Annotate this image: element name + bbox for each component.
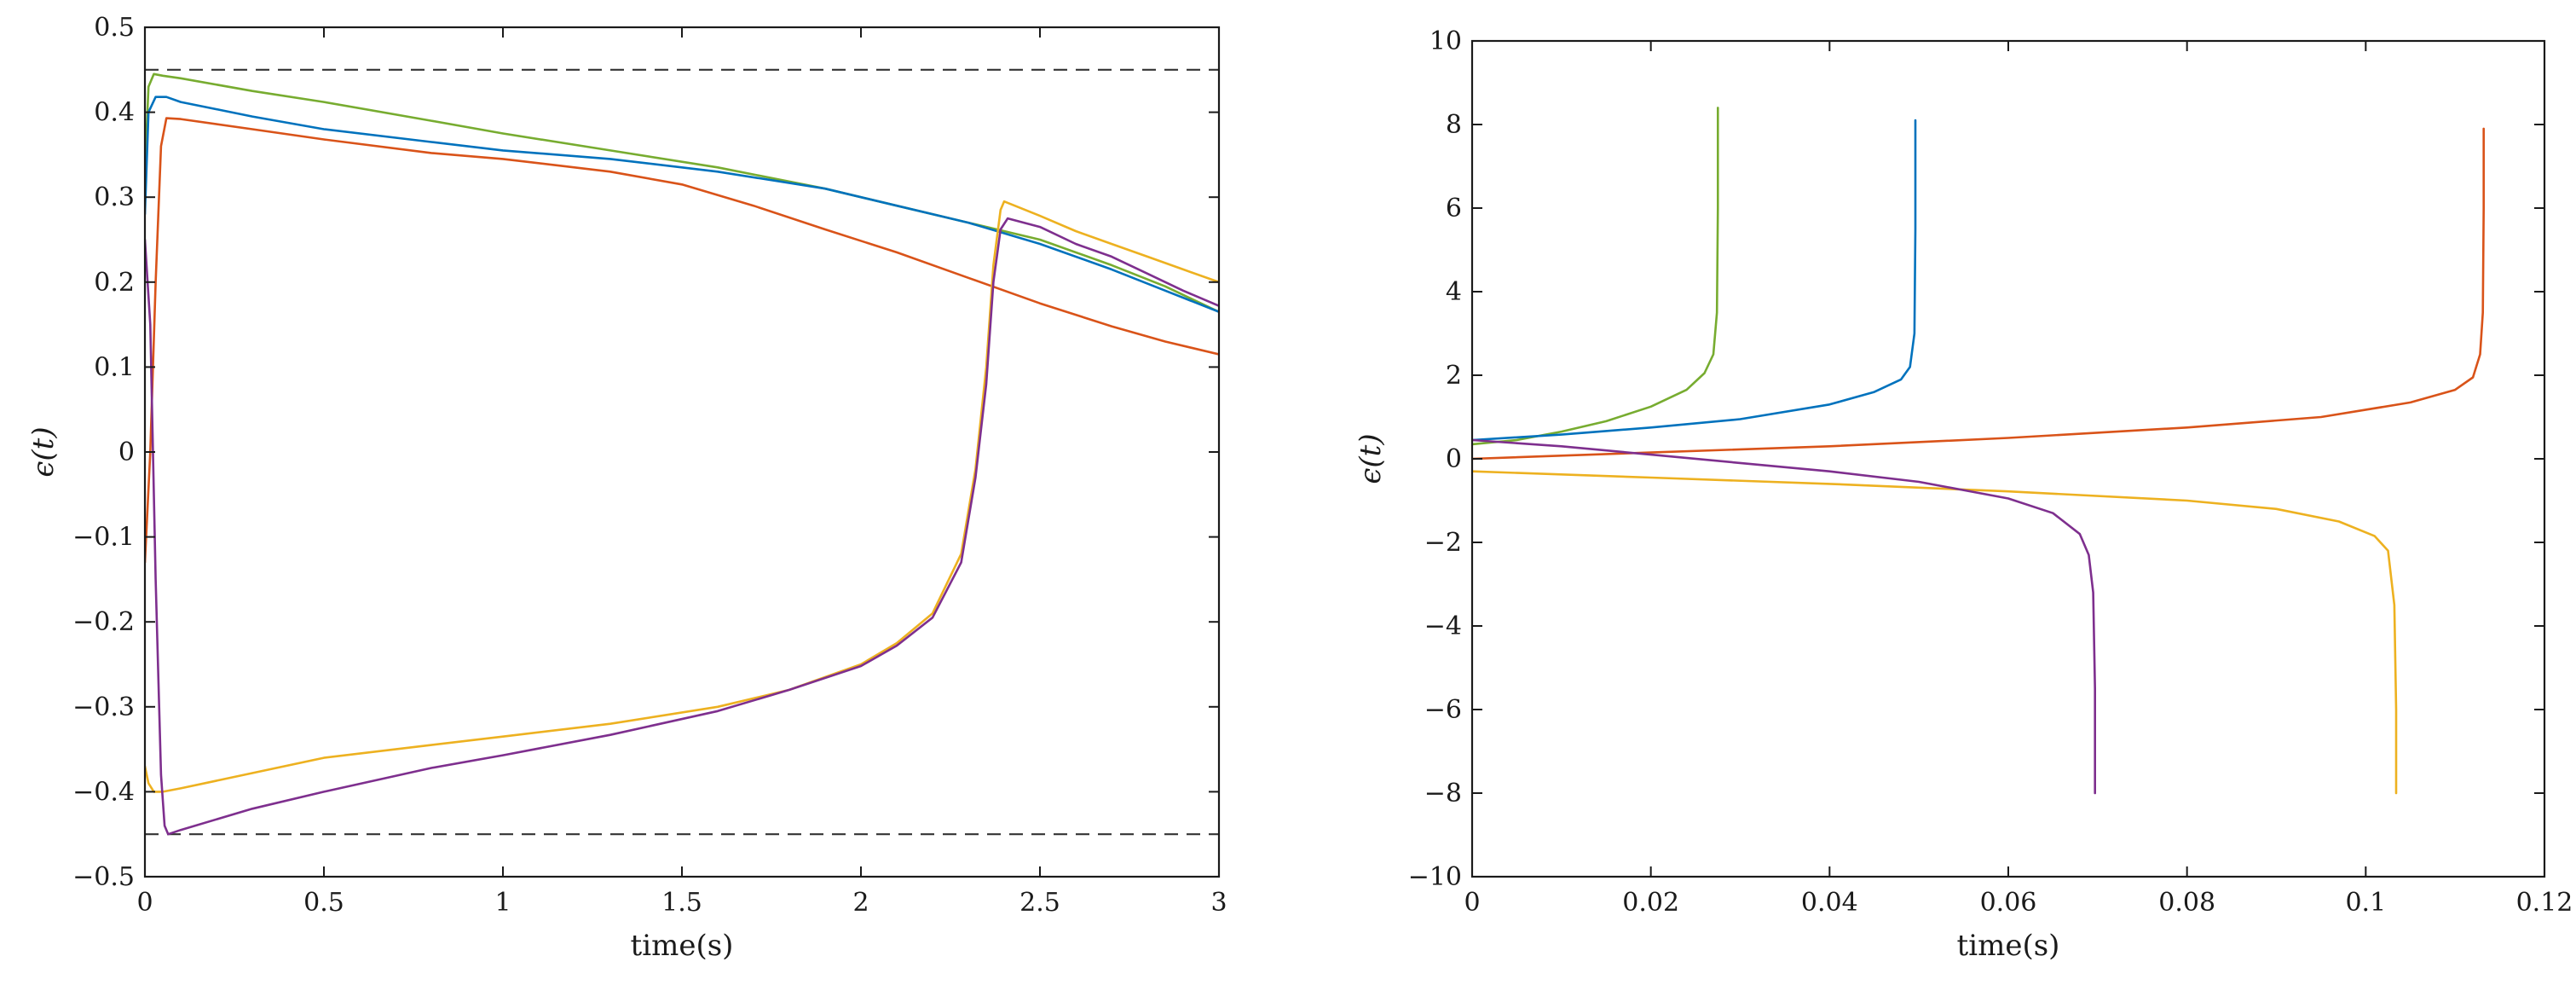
left-y-tick-label: 0.5 [94,13,135,43]
right-chart-panel: 0 0.02 0.04 0.06 0.08 0.1 0.12 −10 −8 −6 −4 −2 0 2 4 6 8… [1354,26,2573,963]
right-x-axis-label: time(s) [1957,929,2060,963]
left-x-tick-label: 0 [136,888,153,918]
right-x-tick-label: 0.02 [1622,888,1679,918]
right-y-tick-label: 10 [1430,26,1462,56]
right-y-tick-label: −8 [1424,779,1462,808]
left-y-axis-label: ϵ(t) [26,426,61,477]
left-x-tick-label: 1.5 [661,888,702,918]
right-y-tick-label: 6 [1446,194,1462,223]
right-series-line-2 [1472,119,1917,442]
left-x-tick-label: 2.5 [1019,888,1060,918]
left-y-tick-label: 0.2 [94,268,135,298]
left-y-tick-label: 0.4 [94,98,135,128]
left-plot-frame [143,26,1221,878]
right-series-group [1472,107,2485,795]
right-y-tick-label: 2 [1446,361,1462,391]
left-y-tick-label: −0.3 [72,692,135,722]
left-series-group [145,72,1219,836]
right-y-tick-label: −10 [1408,862,1462,892]
left-y-tick-label: −0.2 [72,607,135,637]
left-y-tick-label: −0.4 [72,777,135,807]
right-x-tick-label: 0.1 [2345,888,2386,918]
left-series-line-3 [145,117,1219,564]
left-y-tick-label: −0.5 [72,862,135,892]
right-y-tick-label: 8 [1446,110,1462,140]
left-x-tick-label: 1 [494,888,511,918]
left-y-tick-label: −0.1 [72,523,135,553]
left-x-tick-label: 2 [852,888,869,918]
left-x-axis-label: time(s) [631,929,734,963]
right-x-tick-label: 0 [1464,888,1480,918]
left-series-line-1 [145,72,1219,314]
left-series-line-2 [145,96,1219,314]
right-y-tick-label: −4 [1424,611,1462,641]
right-x-tick-label: 0.06 [1980,888,2037,918]
right-y-tick-label: −6 [1424,695,1462,725]
left-y-tick-label: 0.3 [94,183,135,212]
right-series-line-5 [1472,438,2096,795]
left-y-tick-label: 0.1 [94,352,135,382]
left-chart-panel: 0 0.5 1 1.5 2 2.5 3 −0.5 −0.4 −0.3 −0.2 −0.1 0 0.1 0.2… [26,13,1227,963]
right-plot-frame [1470,39,2546,878]
right-x-tick-label: 0.08 [2158,888,2215,918]
left-series-line-4 [145,200,1219,793]
left-x-tick-label: 0.5 [303,888,344,918]
right-series-line-3 [1472,127,2485,461]
right-y-axis-label: ϵ(t) [1354,433,1388,484]
left-series-line-5 [145,217,1219,836]
right-y-tick-label: 4 [1446,277,1462,307]
right-y-tick-label: −2 [1424,528,1462,558]
right-y-tick-label: 0 [1446,444,1462,474]
right-series-line-4 [1472,470,2398,795]
right-x-tick-label: 0.12 [2516,888,2573,918]
right-x-tick-label: 0.04 [1801,888,1858,918]
right-series-line-1 [1472,107,1719,446]
left-y-tick-label: 0 [118,437,135,467]
left-x-tick-label: 3 [1210,888,1227,918]
